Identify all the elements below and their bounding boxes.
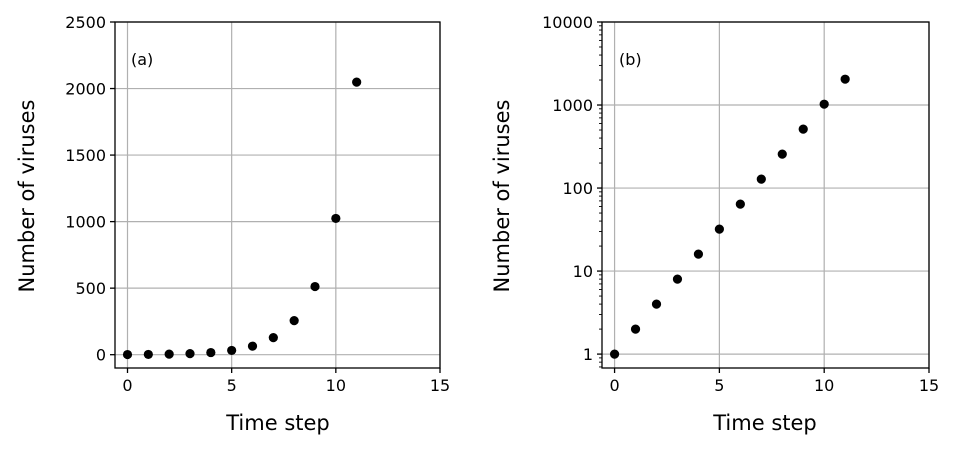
data-point-b-8 — [777, 149, 787, 159]
data-point-b-9 — [798, 124, 808, 134]
x-tick-label-b-0: 0 — [609, 376, 619, 395]
data-point-b-0 — [609, 349, 620, 359]
data-point-a-8 — [289, 316, 299, 326]
y-tick-label-b-1: 10 — [573, 262, 593, 281]
data-point-b-3 — [672, 274, 683, 284]
x-tick-label-a-3: 15 — [430, 376, 450, 395]
data-point-b-2 — [651, 299, 662, 309]
panel-label-a: (a) — [131, 50, 153, 69]
x-axis-label-a: Time step — [225, 411, 330, 435]
x-tick-label-a-0: 0 — [122, 376, 132, 395]
y-tick-label-b-3: 1000 — [552, 96, 593, 115]
axes-frame-b — [601, 21, 930, 369]
data-point-a-9 — [310, 281, 320, 292]
data-point-b-4 — [693, 249, 704, 259]
data-point-a-7 — [268, 333, 278, 343]
data-point-b-10 — [819, 99, 829, 109]
y-tick-label-a-1: 500 — [75, 279, 106, 298]
panel-label-b: (b) — [619, 50, 642, 69]
data-point-a-0 — [122, 349, 133, 360]
data-point-a-6 — [247, 341, 258, 351]
y-tick-label-a-5: 2500 — [65, 13, 106, 32]
data-point-a-1 — [143, 349, 153, 360]
data-point-a-2 — [164, 349, 174, 359]
y-tick-label-a-2: 1000 — [65, 213, 106, 232]
x-tick-label-b-1: 5 — [714, 376, 724, 395]
axes-frame-a — [114, 21, 441, 369]
x-axis-label-b: Time step — [712, 411, 817, 435]
y-tick-label-b-4: 10000 — [542, 13, 593, 32]
x-tick-label-b-2: 10 — [814, 376, 834, 395]
data-point-b-1 — [630, 324, 641, 334]
x-tick-label-b-3: 15 — [919, 376, 939, 395]
data-point-a-11 — [352, 77, 362, 87]
y-tick-label-b-0: 1 — [583, 345, 593, 364]
y-axis-label-b: Number of viruses — [490, 100, 514, 293]
data-point-a-5 — [227, 345, 237, 356]
data-point-a-4 — [206, 347, 216, 358]
data-point-b-6 — [735, 199, 745, 209]
data-point-a-10 — [331, 213, 341, 224]
y-axis-label-a: Number of viruses — [15, 100, 39, 293]
panel-a: 0 5 10 15 0 500 1000 1500 2000 2500 Number of vir… — [15, 13, 450, 435]
data-point-a-3 — [185, 349, 195, 359]
y-tick-label-a-4: 2000 — [65, 80, 106, 99]
y-tick-label-a-3: 1500 — [65, 146, 106, 165]
x-tick-label-a-2: 10 — [326, 376, 346, 395]
x-tick-label-a-1: 5 — [227, 376, 237, 395]
data-point-b-7 — [756, 174, 766, 184]
data-point-b-5 — [714, 224, 724, 234]
y-tick-label-a-0: 0 — [96, 346, 106, 365]
data-point-b-11 — [840, 74, 850, 84]
y-tick-label-b-2: 100 — [562, 179, 593, 198]
